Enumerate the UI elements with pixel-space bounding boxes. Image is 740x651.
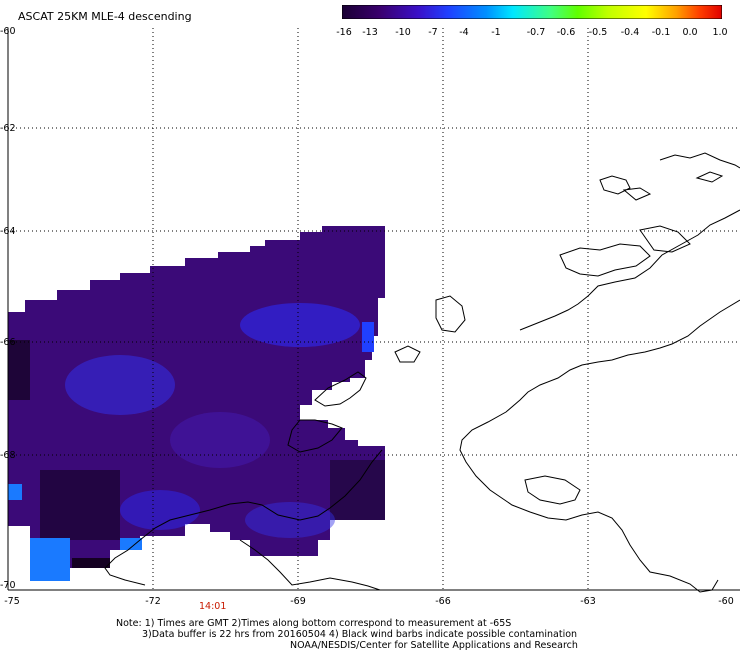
colorbar xyxy=(342,5,722,19)
lon-label: -72 xyxy=(145,596,161,607)
antarctic-peninsula-coast xyxy=(459,299,740,593)
colorbar-label: -1 xyxy=(491,27,501,38)
lat-label: -60 xyxy=(0,26,16,37)
colorbar-label: -0.6 xyxy=(556,27,576,38)
coast-south-3 xyxy=(239,539,381,591)
island-cluster-mid xyxy=(559,225,691,277)
lat-label: -66 xyxy=(0,337,16,348)
lat-label: -64 xyxy=(0,226,16,237)
colorbar-labels: -16 -13 -10 -7 -4 -1 -0.7 -0.6 -0.5 -0.4… xyxy=(330,27,730,41)
note-line-1: Note: 1) Times are GMT 2)Times along bot… xyxy=(116,618,512,629)
dark-patch-south xyxy=(40,470,120,540)
island-chain-north xyxy=(599,152,740,201)
lon-label: -63 xyxy=(580,596,596,607)
colorbar-label: 0.0 xyxy=(682,27,698,38)
colorbar-label: -10 xyxy=(395,27,411,38)
coastline xyxy=(104,152,740,593)
bright-patch-north xyxy=(240,303,360,347)
bright-patch-southeast xyxy=(245,502,335,538)
lat-label: -68 xyxy=(0,450,16,461)
cyan-patch-sw xyxy=(30,538,70,581)
bright-patch-mid xyxy=(170,412,270,468)
map-frame xyxy=(7,28,740,591)
colorbar-label: -13 xyxy=(362,27,378,38)
lon-label: -75 xyxy=(4,596,20,607)
colorbar-label: -0.4 xyxy=(620,27,640,38)
swath-data xyxy=(8,226,385,581)
lon-label: -60 xyxy=(718,596,734,607)
cyan-patch-west xyxy=(8,484,22,500)
colorbar-label: -0.1 xyxy=(651,27,671,38)
lat-label: -70 xyxy=(0,580,16,591)
colorbar-label: -4 xyxy=(459,27,469,38)
coast-south-2 xyxy=(524,475,581,505)
note-line-2: 3)Data buffer is 22 hrs from 20160504 4)… xyxy=(142,629,578,640)
cyan-patch-bottom xyxy=(120,538,142,550)
colorbar-label: -0.7 xyxy=(526,27,546,38)
note-line-3: NOAA/NESDIS/Center for Satellite Applica… xyxy=(290,640,578,651)
coast-south-1 xyxy=(287,419,343,453)
colorbar-label: -16 xyxy=(336,27,352,38)
colorbar-label: -7 xyxy=(428,27,438,38)
lat-label: -62 xyxy=(0,123,16,134)
lon-label: -66 xyxy=(435,596,451,607)
graticule xyxy=(8,28,740,590)
map-title: ASCAT 25KM MLE-4 descending xyxy=(18,10,192,23)
dark-patch-southeast xyxy=(330,460,385,520)
colorbar-label: -0.5 xyxy=(588,27,608,38)
cyan-patch-east xyxy=(362,322,374,352)
time-label: 14:01 xyxy=(199,601,227,612)
bright-patch-south xyxy=(120,490,200,530)
island-west-1 xyxy=(435,295,466,333)
lon-label: -69 xyxy=(290,596,306,607)
colorbar-label: 1.0 xyxy=(712,27,728,38)
adelaide-island xyxy=(314,371,367,407)
dark-patch-bottom xyxy=(72,558,110,568)
bright-patch-center xyxy=(65,355,175,415)
island-west-2 xyxy=(394,345,421,363)
peninsula-inner-coast xyxy=(519,209,740,331)
dark-patch-west xyxy=(8,340,30,400)
alexander-island xyxy=(104,449,383,586)
